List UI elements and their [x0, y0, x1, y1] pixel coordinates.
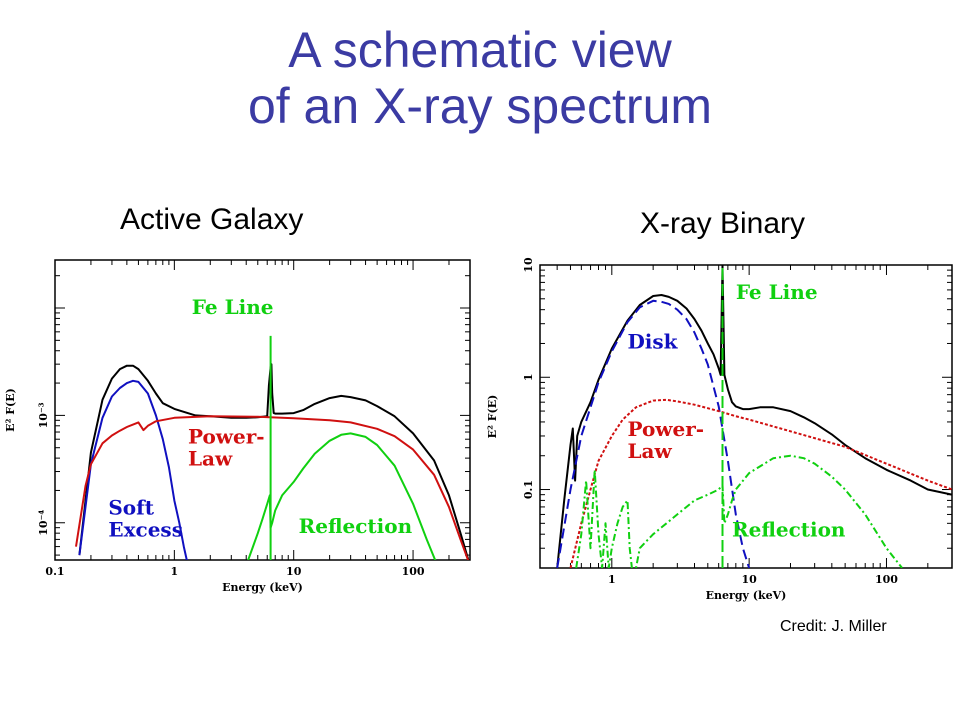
x-tick-label-1: 1	[171, 565, 179, 578]
slide-title: A schematic view of an X-ray spectrum	[0, 22, 960, 134]
credit-text: Credit: J. Miller	[780, 618, 887, 635]
annotation-disk: Disk	[627, 330, 678, 354]
annotation-fe-line: Fe Line	[192, 295, 274, 319]
series-group	[556, 265, 952, 568]
y-axis-label: E² F(E)	[486, 395, 499, 439]
y-tick-label-10: 10⁻⁴	[37, 510, 50, 536]
annotation-reflection: Reflection	[732, 518, 846, 542]
annotation-reflection: Reflection	[299, 514, 413, 538]
series-total	[556, 265, 952, 568]
series-reflection	[575, 454, 903, 568]
x-axis-label: Energy (keV)	[706, 589, 787, 602]
series-power-law	[569, 398, 952, 568]
x-ray-binary-chart: 1 10 100 10 1 0.1 Energy (keV) E² F(E) Fe Line Di…	[486, 257, 953, 602]
active-galaxy-panel-title: Active Galaxy	[120, 203, 304, 236]
y-tick-label-1: 1	[522, 373, 535, 381]
y-axis-label: E² F(E)	[4, 388, 17, 432]
slide-title-line-1: A schematic view	[288, 22, 672, 78]
active-galaxy-chart: 0.1 1 10 100 10⁻³ 10⁻⁴ Energy (keV) E² F(E) Fe L…	[4, 259, 471, 594]
series-group	[75, 335, 470, 560]
x-tick-label-1: 1	[608, 573, 616, 586]
y-tick-label-10: 10	[522, 257, 535, 273]
y-tick-label-0-1: 0.1	[522, 480, 535, 499]
x-tick-label-0-1: 0.1	[45, 565, 64, 578]
annotation-power-law: Power-Law	[188, 424, 265, 470]
annotation-fe-line: Fe Line	[736, 280, 818, 304]
series-reflection	[247, 432, 437, 560]
series-power-law	[75, 415, 470, 560]
x-axis-label: Energy (keV)	[222, 581, 303, 594]
slide-title-line-2: of an X-ray spectrum	[247, 78, 713, 134]
x-tick-label-100: 100	[402, 565, 425, 578]
series-soft-excess	[78, 379, 188, 560]
annotation-soft-excess: Soft Excess	[108, 495, 183, 541]
plot-frame	[539, 264, 953, 569]
annotation-power-law: Power-Law	[627, 417, 704, 463]
x-tick-label-10: 10	[286, 565, 302, 578]
series-disk	[556, 299, 751, 568]
x-ray-binary-panel-title: X-ray Binary	[640, 207, 806, 240]
y-tick-label-10: 10⁻³	[37, 402, 50, 428]
x-tick-label-10: 10	[741, 573, 757, 586]
x-tick-label-100: 100	[875, 573, 898, 586]
plot-frame	[54, 259, 471, 561]
